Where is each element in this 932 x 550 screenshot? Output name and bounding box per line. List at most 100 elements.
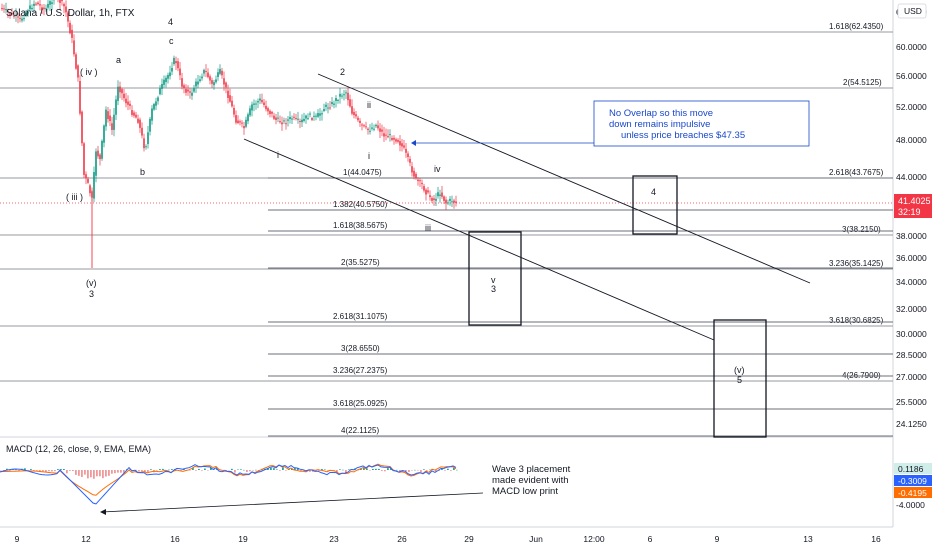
macd-histogram-bar bbox=[114, 470, 116, 474]
candle-body bbox=[209, 76, 211, 81]
macd-histogram-bar bbox=[345, 470, 347, 473]
candle-body bbox=[67, 12, 69, 22]
candle-body bbox=[315, 115, 317, 117]
macd-histogram-bar bbox=[339, 469, 341, 470]
wave-4-target-box[interactable] bbox=[632, 175, 678, 235]
candle-body bbox=[449, 198, 451, 201]
candle-body bbox=[451, 201, 453, 203]
fib-level-label: 1.382(40.5750) bbox=[333, 200, 388, 209]
macd-histogram-bar bbox=[435, 470, 437, 472]
time-tick-label: 9 bbox=[715, 534, 720, 544]
candle-body bbox=[3, 8, 5, 10]
candle-body bbox=[45, 8, 47, 10]
macd-histogram-bar bbox=[390, 468, 392, 470]
upper-channel-line[interactable] bbox=[317, 73, 811, 284]
candle-body bbox=[17, 16, 19, 18]
candle-body bbox=[77, 65, 79, 78]
candle-body bbox=[321, 113, 323, 115]
candle-body bbox=[115, 99, 117, 115]
annotation-line-3: unless price breaches $47.35 bbox=[621, 130, 745, 141]
candle-body bbox=[453, 200, 455, 203]
candle-body bbox=[73, 40, 75, 55]
candle-body bbox=[161, 84, 163, 89]
candle-body bbox=[407, 153, 409, 158]
candle-body bbox=[231, 100, 233, 107]
candle-body bbox=[187, 89, 189, 92]
time-tick-label: 13 bbox=[803, 534, 813, 544]
candle-body bbox=[147, 132, 149, 145]
macd-histogram-bar bbox=[243, 469, 245, 471]
candle-body bbox=[155, 101, 157, 106]
candle-body bbox=[277, 117, 279, 119]
candle-body bbox=[203, 69, 205, 74]
macd-histogram-bar bbox=[429, 469, 431, 471]
candle-body bbox=[297, 118, 299, 120]
macd-histogram-bar bbox=[195, 470, 197, 471]
candle-body bbox=[163, 79, 165, 85]
candle-body bbox=[211, 80, 213, 84]
candle-body bbox=[291, 118, 293, 120]
fib-level-label: 2(35.5275) bbox=[341, 258, 380, 267]
price-tick-label: 25.5000 bbox=[896, 397, 927, 407]
macd-histogram-bar bbox=[156, 470, 158, 471]
candle-body bbox=[165, 77, 167, 83]
macd-signal-value: -0.4195 bbox=[898, 488, 927, 498]
wave-5-target-box[interactable] bbox=[713, 319, 767, 438]
wave-3-target-box[interactable] bbox=[468, 231, 522, 326]
macd-histogram-bar bbox=[9, 470, 11, 471]
candle-body bbox=[151, 108, 153, 121]
candle-body bbox=[371, 127, 373, 129]
macd-histogram-bar bbox=[276, 469, 278, 470]
candle-body bbox=[433, 198, 435, 201]
candle-body bbox=[199, 79, 201, 82]
candle-body bbox=[279, 121, 281, 123]
wave-label-box-v-paren: (v) bbox=[734, 365, 745, 375]
price-tick-label: 32.0000 bbox=[896, 304, 927, 314]
fibonacci-levels: 1.618(62.4350)2(54.5125)2.618(43.7675)3(… bbox=[0, 22, 893, 437]
candle-body bbox=[43, 7, 45, 10]
time-axis[interactable]: 9 12 16 19 23 26 29 Jun 12:00 6 9 13 16 bbox=[15, 534, 881, 544]
candle-body bbox=[41, 7, 43, 11]
macd-histogram-bar bbox=[93, 470, 95, 479]
macd-label[interactable]: MACD (12, 26, close, 9, EMA, EMA) bbox=[6, 444, 151, 454]
candle-body bbox=[313, 115, 315, 117]
macd-line-value-tag bbox=[894, 475, 932, 486]
macd-histogram-bar bbox=[282, 467, 284, 470]
candle-body bbox=[87, 178, 89, 183]
candle-body bbox=[13, 15, 15, 17]
candle-body bbox=[85, 174, 87, 179]
candle-countdown: 32:19 bbox=[898, 207, 921, 217]
macd-axis-tick: -4.0000 bbox=[896, 500, 925, 510]
lower-channel-line[interactable] bbox=[243, 138, 715, 341]
candle-body bbox=[121, 89, 123, 94]
candle-body bbox=[25, 13, 27, 16]
candle-body bbox=[63, 3, 65, 7]
candle-body bbox=[303, 118, 305, 121]
annotation-box[interactable] bbox=[593, 100, 810, 147]
symbol-title[interactable]: Solana / U.S. Dollar, 1h, FTX bbox=[6, 8, 135, 19]
candle-body bbox=[233, 107, 235, 115]
wave-label-ii: ii bbox=[367, 100, 371, 110]
macd-histogram-bar bbox=[447, 468, 449, 470]
candle-body bbox=[269, 110, 271, 115]
candle-body bbox=[385, 134, 387, 136]
candle-body bbox=[143, 138, 145, 149]
wave-label-3: 3 bbox=[89, 289, 94, 299]
macd-note-line-1: Wave 3 placement bbox=[492, 464, 571, 475]
macd-histogram-bar bbox=[0, 470, 2, 471]
currency-badge[interactable] bbox=[897, 3, 927, 19]
candle-body bbox=[431, 197, 433, 201]
candle-body bbox=[109, 115, 111, 122]
candle-body bbox=[381, 129, 383, 132]
wave-label-a: a bbox=[116, 55, 121, 65]
macd-histogram-bar bbox=[231, 468, 233, 470]
macd-histogram-bar bbox=[378, 468, 380, 470]
wave-label-c: c bbox=[169, 36, 174, 46]
macd-histogram-bar bbox=[288, 469, 290, 470]
wave-label-2: 2 bbox=[340, 67, 345, 77]
macd-histogram-bar bbox=[342, 469, 344, 471]
macd-histogram-bar bbox=[396, 469, 398, 471]
macd-histogram-bar bbox=[159, 469, 161, 470]
candle-body bbox=[59, 0, 61, 3]
